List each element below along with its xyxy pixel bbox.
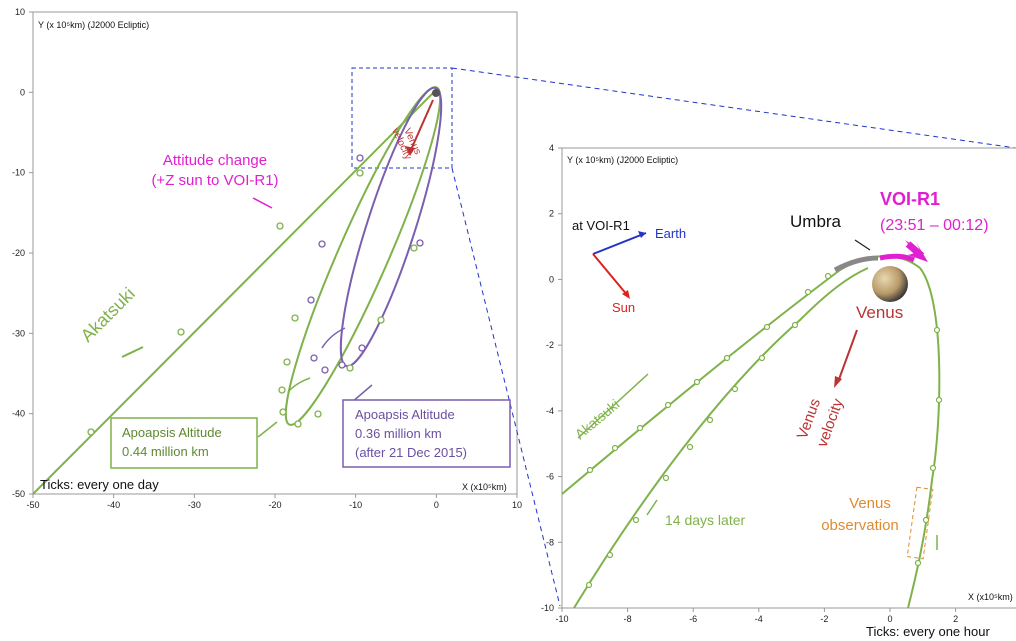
x-tick-label: -20 xyxy=(268,500,281,510)
x-tick-label: 0 xyxy=(887,614,892,624)
figure: Y (x 10⁵km) (J2000 Ecliptic) X (x10⁵km) … xyxy=(0,0,1016,641)
y-tick-label: -10 xyxy=(541,603,554,613)
y-tick-label: 0 xyxy=(20,87,25,97)
annotation: at VOI-R1 xyxy=(572,218,630,233)
annotation: observation xyxy=(821,517,899,534)
x-tick-label: 0 xyxy=(434,500,439,510)
y-tick-label: 10 xyxy=(15,7,25,17)
x-tick-label: -50 xyxy=(26,500,39,510)
y-tick-label: -4 xyxy=(546,406,554,416)
y-tick-label: -30 xyxy=(12,328,25,338)
annotation: Apoapsis Altitude xyxy=(355,407,455,422)
day-ticks xyxy=(88,170,417,435)
purple-orbit xyxy=(324,81,459,374)
y-axis-label: Y (x 10⁵km) (J2000 Ecliptic) xyxy=(567,155,678,165)
label: Sun xyxy=(612,300,635,315)
annotation: 14 days later xyxy=(665,512,745,528)
direction-arrow xyxy=(122,347,143,357)
venus xyxy=(872,266,908,302)
annotation: (+Z sun to VOI-R1) xyxy=(151,172,278,189)
label: Earth xyxy=(655,226,686,241)
x-tick-label: -10 xyxy=(349,500,362,510)
annotation: 0.44 million km xyxy=(122,444,209,459)
day-ticks xyxy=(308,155,423,373)
y-tick-label: -40 xyxy=(12,409,25,419)
zoom-line xyxy=(452,168,560,606)
annotation: (after 21 Dec 2015) xyxy=(355,445,467,460)
green-orbit xyxy=(266,77,459,434)
y-tick-label: 4 xyxy=(549,143,554,153)
note: Ticks: every one day xyxy=(40,477,159,492)
annotation: 0.36 million km xyxy=(355,426,442,441)
label: VOI-R1 xyxy=(880,189,940,209)
x-axis-label: X (x10⁵km) xyxy=(462,482,507,492)
label: Akatsuki xyxy=(77,284,139,346)
y-tick-label: 0 xyxy=(549,274,554,284)
x-tick-label: -4 xyxy=(755,614,763,624)
y-tick-label: 2 xyxy=(549,209,554,219)
y-tick-label: -50 xyxy=(12,489,25,499)
pointer xyxy=(258,422,277,437)
x-tick-label: -30 xyxy=(188,500,201,510)
x-axis-label: X (x10⁵km) xyxy=(968,592,1013,602)
y-tick-label: -10 xyxy=(12,168,25,178)
label: Venus xyxy=(856,303,903,322)
y-tick-label: -20 xyxy=(12,248,25,258)
pointer xyxy=(253,198,272,208)
x-tick-label: -2 xyxy=(820,614,828,624)
x-tick-label: -8 xyxy=(624,614,632,624)
y-tick-label: -2 xyxy=(546,340,554,350)
annotation: Venus xyxy=(849,495,891,512)
x-tick-label: -10 xyxy=(555,614,568,624)
y-tick-label: -6 xyxy=(546,472,554,482)
note: Ticks: every one hour xyxy=(866,624,990,639)
annotation: Attitude change xyxy=(163,152,267,169)
label: Umbra xyxy=(790,212,842,231)
venus-small xyxy=(432,89,440,97)
zoom-line xyxy=(452,68,1016,148)
x-tick-label: -6 xyxy=(689,614,697,624)
label: (23:51 – 00:12) xyxy=(880,217,989,234)
annotation: Apoapsis Altitude xyxy=(122,425,222,440)
x-tick-label: 2 xyxy=(953,614,958,624)
y-axis-label: Y (x 10⁵km) (J2000 Ecliptic) xyxy=(38,20,149,30)
x-tick-label: 10 xyxy=(512,500,522,510)
y-tick-label: -8 xyxy=(546,537,554,547)
x-tick-label: -40 xyxy=(107,500,120,510)
